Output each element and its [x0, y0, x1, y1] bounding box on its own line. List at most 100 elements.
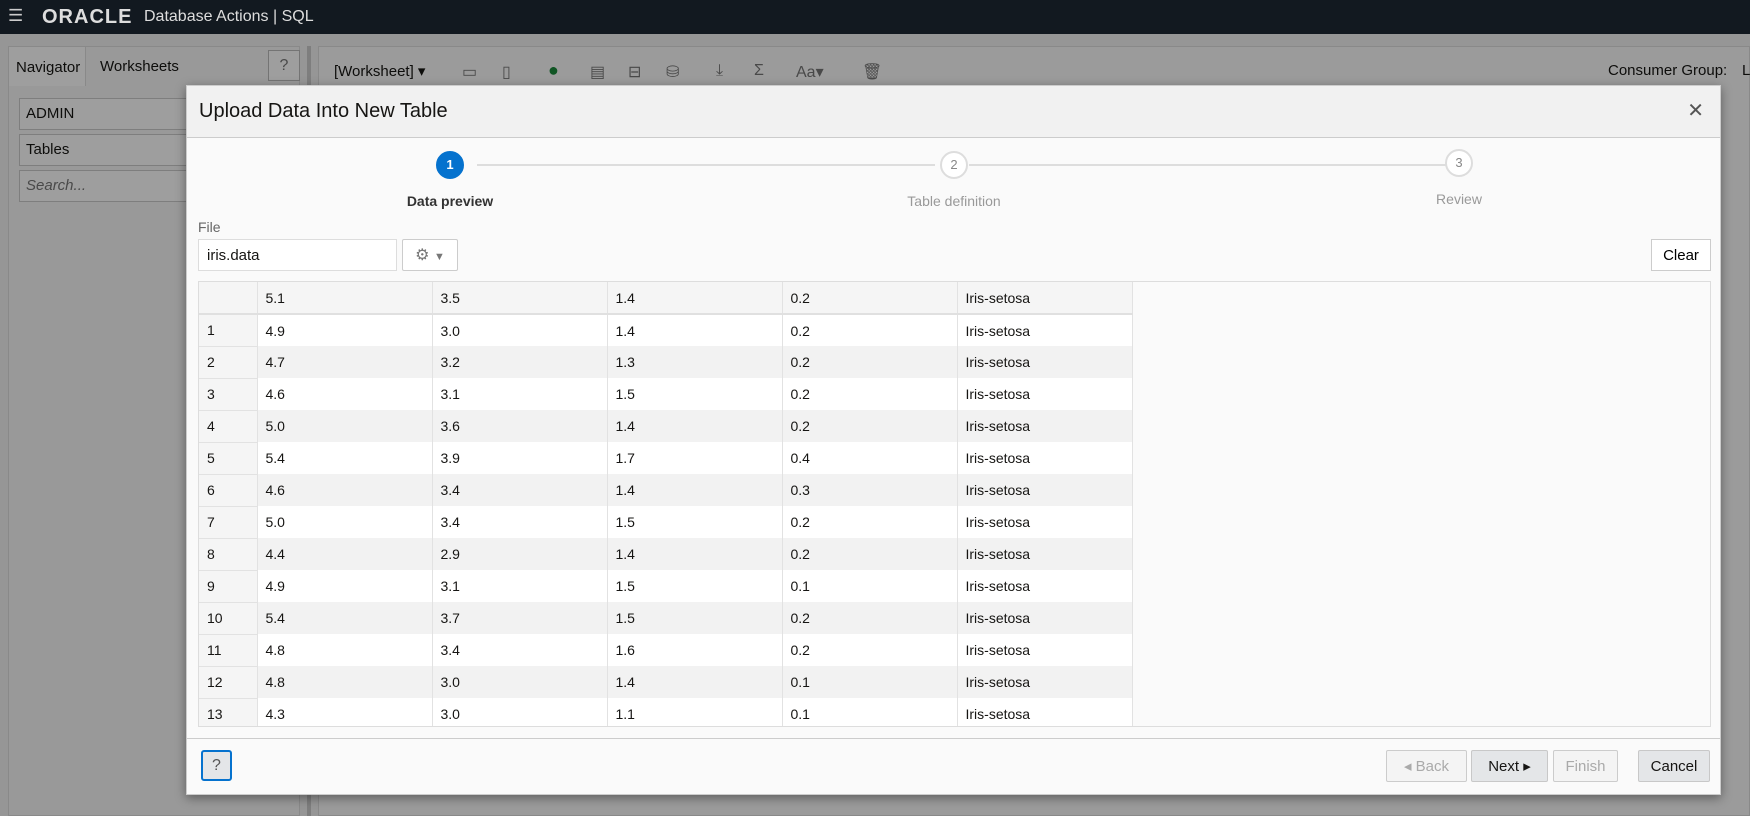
step-3-indicator[interactable]: 3	[1445, 149, 1473, 177]
consumer-group-label: Consumer Group:	[1608, 62, 1728, 79]
table-row: 5 5.4 3.9 1.7 0.4 Iris-setosa	[199, 442, 1133, 475]
format-icon[interactable]: Σ	[754, 62, 764, 79]
schema-select[interactable]: ADMIN	[19, 98, 189, 130]
top-bar: ☰ ORACLE Database Actions | SQL	[0, 0, 1750, 34]
table-row: 1 4.9 3.0 1.4 0.2 Iris-setosa	[199, 314, 1133, 347]
table-cell: 0.2	[782, 538, 958, 570]
table-cell: 0.2	[782, 634, 958, 666]
step-1-indicator[interactable]: 1	[436, 151, 464, 179]
object-type-select[interactable]: Tables	[19, 134, 189, 166]
row-number: 9	[199, 570, 258, 603]
gear-icon: ⚙	[415, 247, 430, 264]
table-cell: 0.2	[782, 378, 958, 410]
table-cell: 0.1	[782, 570, 958, 602]
clear-button[interactable]: Clear	[1651, 239, 1711, 271]
next-button[interactable]: Next ▸	[1471, 750, 1548, 782]
table-row: 8 4.4 2.9 1.4 0.2 Iris-setosa	[199, 538, 1133, 571]
table-cell: Iris-setosa	[957, 538, 1133, 570]
table-cell: 1.5	[607, 570, 783, 602]
step-connector	[969, 164, 1459, 166]
table-cell: 0.2	[782, 314, 958, 346]
step-2-label: Table definition	[907, 193, 1001, 209]
table-cell: 4.8	[257, 634, 433, 666]
column-header[interactable]: Iris-setosa	[957, 282, 1133, 315]
open-icon[interactable]: ▭	[462, 64, 478, 81]
finish-button[interactable]: Finish	[1553, 750, 1618, 782]
table-cell: 3.6	[432, 410, 608, 442]
table-cell: Iris-setosa	[957, 410, 1133, 442]
back-button[interactable]: ◂ Back	[1386, 750, 1467, 782]
table-cell: Iris-setosa	[957, 666, 1133, 698]
table-cell: 4.9	[257, 570, 433, 602]
run-script-icon[interactable]: ▤	[590, 64, 606, 81]
header-row: 5.1 3.5 1.4 0.2 Iris-setosa	[199, 282, 1133, 315]
table-cell: 4.4	[257, 538, 433, 570]
table-cell: 5.4	[257, 442, 433, 474]
settings-dropdown-button[interactable]: ⚙ ▼	[402, 239, 458, 271]
row-number: 2	[199, 346, 258, 379]
row-number: 5	[199, 442, 258, 475]
cancel-button[interactable]: Cancel	[1638, 750, 1710, 782]
table-row: 10 5.4 3.7 1.5 0.2 Iris-setosa	[199, 602, 1133, 635]
table-cell: 1.5	[607, 378, 783, 410]
column-header[interactable]: 5.1	[257, 282, 433, 315]
tab-navigator[interactable]: Navigator	[8, 46, 86, 86]
run-icon[interactable]: ●	[548, 60, 559, 80]
table-row: 7 5.0 3.4 1.5 0.2 Iris-setosa	[199, 506, 1133, 539]
upload-dialog: Upload Data Into New Table ✕ 1 2 3 Data …	[186, 85, 1721, 795]
row-number: 3	[199, 378, 258, 411]
table-cell: 1.5	[607, 602, 783, 634]
table-cell: 1.4	[607, 410, 783, 442]
consumer-group-value[interactable]: L	[1742, 62, 1750, 79]
table-cell: 3.0	[432, 698, 608, 726]
table-cell: 3.4	[432, 506, 608, 538]
table-row: 9 4.9 3.1 1.5 0.1 Iris-setosa	[199, 570, 1133, 603]
row-number: 12	[199, 666, 258, 699]
row-number: 11	[199, 634, 258, 667]
table-cell: 3.4	[432, 634, 608, 666]
table-cell: 0.2	[782, 506, 958, 538]
table-cell: 0.2	[782, 602, 958, 634]
download-icon[interactable]: ⤓	[716, 62, 724, 79]
table-cell: 0.3	[782, 474, 958, 506]
table-cell: 4.3	[257, 698, 433, 726]
table-cell: Iris-setosa	[957, 698, 1133, 726]
row-number: 7	[199, 506, 258, 539]
explain-plan-icon[interactable]: ⊟	[628, 64, 642, 81]
help-icon[interactable]: ?	[268, 50, 300, 81]
step-2-indicator[interactable]: 2	[940, 151, 968, 179]
worksheet-select[interactable]: [Worksheet] ▾	[334, 63, 426, 80]
table-cell: Iris-setosa	[957, 442, 1133, 474]
help-button[interactable]: ?	[201, 750, 232, 781]
close-icon[interactable]: ✕	[1687, 100, 1704, 122]
table-cell: 0.2	[782, 410, 958, 442]
column-header[interactable]: 1.4	[607, 282, 783, 315]
table-cell: 3.4	[432, 474, 608, 506]
navigator-search[interactable]: Search...	[19, 170, 189, 202]
table-cell: Iris-setosa	[957, 474, 1133, 506]
table-cell: 0.4	[782, 442, 958, 474]
table-cell: 4.6	[257, 378, 433, 410]
data-preview-grid[interactable]: 5.1 3.5 1.4 0.2 Iris-setosa 1 4.9 3.0 1.4 0.2 Iris…	[198, 281, 1711, 727]
table-cell: Iris-setosa	[957, 506, 1133, 538]
table-cell: Iris-setosa	[957, 570, 1133, 602]
table-cell: 0.1	[782, 698, 958, 726]
table-cell: 3.7	[432, 602, 608, 634]
table-cell: 4.8	[257, 666, 433, 698]
table-cell: 3.0	[432, 666, 608, 698]
tab-worksheets[interactable]: Worksheets	[100, 58, 179, 75]
font-size-icon[interactable]: Aa▾	[796, 64, 824, 81]
save-icon[interactable]: ▯	[502, 64, 511, 81]
column-header[interactable]: 3.5	[432, 282, 608, 315]
table-row: 6 4.6 3.4 1.4 0.3 Iris-setosa	[199, 474, 1133, 507]
hamburger-menu-icon[interactable]: ☰	[8, 6, 24, 25]
table-cell: Iris-setosa	[957, 378, 1133, 410]
table-cell: 4.9	[257, 314, 433, 346]
file-input[interactable]	[198, 239, 397, 271]
trash-icon[interactable]: 🗑	[862, 64, 883, 81]
table-cell: 1.7	[607, 442, 783, 474]
table-cell: 1.1	[607, 698, 783, 726]
column-header[interactable]: 0.2	[782, 282, 958, 315]
table-cell: Iris-setosa	[957, 346, 1133, 378]
autotrace-icon[interactable]: ⛁	[666, 64, 680, 81]
